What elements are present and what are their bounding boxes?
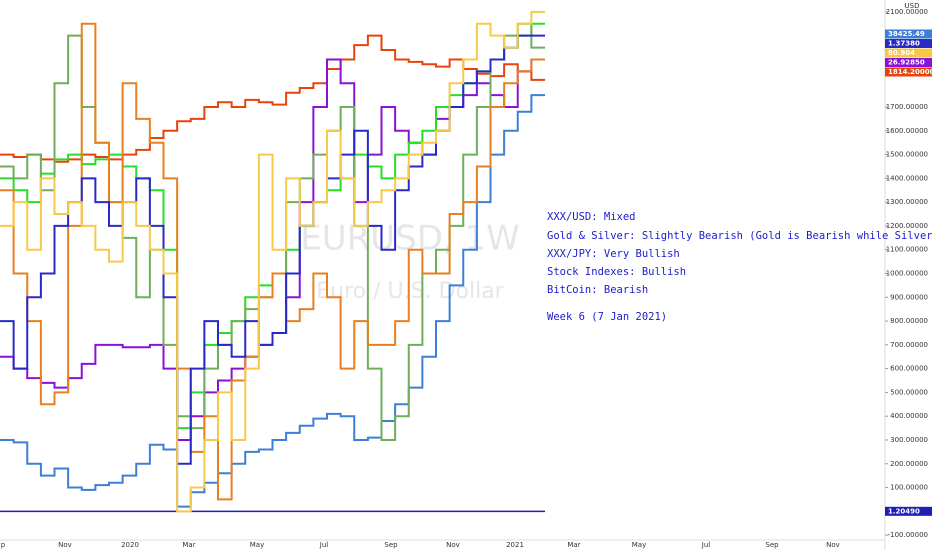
annotation: Week 6 (7 Jan 2021) <box>547 311 667 323</box>
annotation: XXX/USD: Mixed <box>547 211 636 223</box>
annotation: XXX/JPY: Very Bullish <box>547 248 680 260</box>
y-tick-label: 500.00000 <box>890 388 928 396</box>
price-tag-label: 38425.49 <box>888 30 925 38</box>
x-tick-label: May <box>250 541 264 549</box>
price-tag <box>885 506 932 516</box>
annotation: BitCoin: Bearish <box>547 284 648 296</box>
price-tag <box>885 58 932 67</box>
y-tick-label: 100.00000 <box>890 484 928 492</box>
y-tick-label: 1700.00000 <box>886 103 928 111</box>
x-tick-label: Mar <box>567 541 580 549</box>
x-tick-label: May <box>632 541 646 549</box>
axis-unit: USD <box>905 2 920 10</box>
y-tick-label: 1000.00000 <box>886 270 928 278</box>
y-tick-label: 600.00000 <box>890 365 928 373</box>
watermark: EURUSD, 1W <box>300 219 520 259</box>
y-tick-label: 1200.00000 <box>886 222 928 230</box>
y-tick-label: -100.00000 <box>888 531 928 539</box>
y-tick-label: 700.00000 <box>890 341 928 349</box>
y-tick-label: 2100.00000 <box>886 8 928 16</box>
price-tag <box>885 39 932 48</box>
x-tick-label: Nov <box>58 541 72 549</box>
watermark: Euro / U.S. Dollar <box>316 279 504 304</box>
step-line <box>0 94 545 508</box>
price-tag <box>885 29 932 39</box>
price-tag-label: 1.20490 <box>888 507 920 515</box>
x-tick-label: 2021 <box>506 541 524 549</box>
price-tag-label: 80.904 <box>888 49 915 57</box>
annotation: Gold & Silver: Slightly Bearish (Gold is… <box>547 230 932 242</box>
price-tag <box>885 48 932 58</box>
x-tick-label: Nov <box>446 541 460 549</box>
y-tick-label: 800.00000 <box>890 317 928 325</box>
x-tick-label: Nov <box>826 541 840 549</box>
y-tick-label: 1300.00000 <box>886 198 928 206</box>
y-tick-label: 1500.00000 <box>886 151 928 159</box>
x-tick-label: Sep <box>384 541 398 549</box>
x-tick-label: Sep <box>765 541 779 549</box>
step-line <box>0 10 545 513</box>
y-tick-label: 400.00000 <box>890 412 928 420</box>
y-tick-label: 1400.00000 <box>886 174 928 182</box>
y-tick-label: 900.00000 <box>890 293 928 301</box>
x-tick-label: 2020 <box>121 541 139 549</box>
price-tag-label: 1.37380 <box>888 40 920 48</box>
price-tag-label: 26.92850 <box>888 59 925 67</box>
annotation: Stock Indexes: Bullish <box>547 266 686 278</box>
y-tick-label: 1600.00000 <box>886 127 928 135</box>
price-tag <box>885 67 932 77</box>
x-tick-label: p <box>1 541 6 549</box>
y-tick-label: 300.00000 <box>890 436 928 444</box>
y-tick-label: 200.00000 <box>890 460 928 468</box>
step-line <box>0 34 545 163</box>
step-line <box>0 22 545 501</box>
x-tick-label: Mar <box>182 541 195 549</box>
x-tick-label: Jul <box>701 541 711 549</box>
x-tick-label: Jul <box>319 541 329 549</box>
price-tag-label: 1814.20000 <box>888 68 932 76</box>
y-tick-label: 1100.00000 <box>886 246 928 254</box>
